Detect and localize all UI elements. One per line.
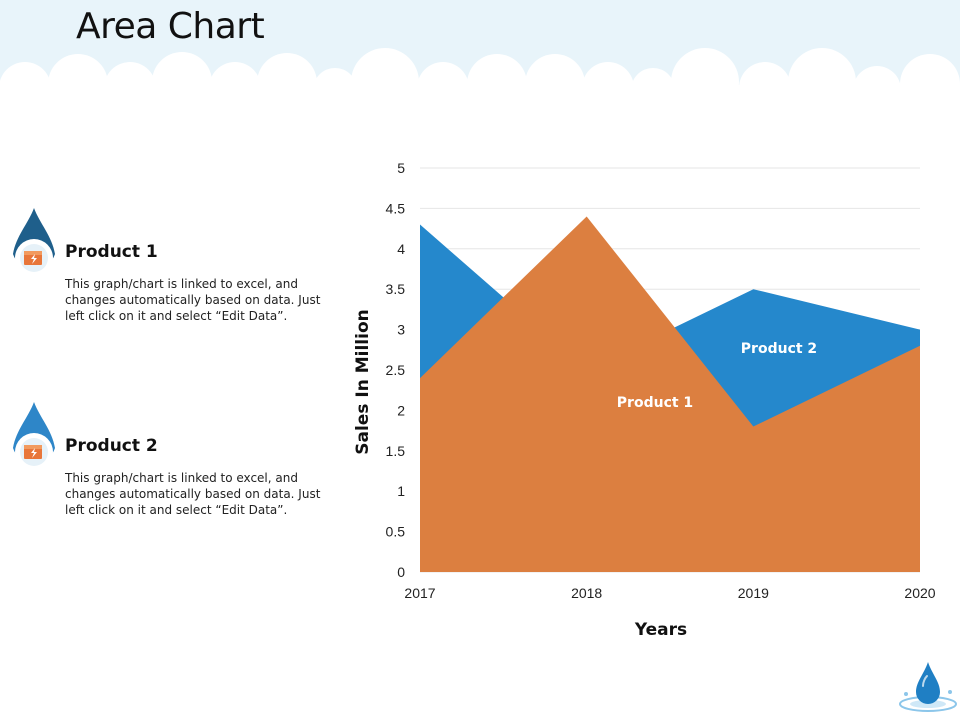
y-tick-label: 4.5 xyxy=(386,200,406,216)
legend-title: Product 1 xyxy=(65,242,158,262)
x-tick-label: 2019 xyxy=(738,585,769,601)
legend-description: This graph/chart is linked to excel, and… xyxy=(65,277,321,323)
header-cloud-band xyxy=(0,0,960,110)
water-drop-icon xyxy=(13,402,55,471)
y-tick-label: 3.5 xyxy=(386,281,406,297)
y-axis-ticks: 0 0.5 1 1.5 2 2.5 3 3.5 4 4.5 5 xyxy=(386,160,406,580)
y-tick-label: 3 xyxy=(397,322,405,338)
area-product-1[interactable] xyxy=(420,216,920,573)
x-axis-title: Years xyxy=(634,620,687,640)
y-tick-label: 4 xyxy=(397,241,405,257)
x-tick-label: 2017 xyxy=(404,585,435,601)
y-tick-label: 2 xyxy=(397,402,405,418)
y-tick-label: 0 xyxy=(397,564,405,580)
series-label-product-1: Product 1 xyxy=(617,395,693,411)
area-series xyxy=(420,216,920,573)
y-tick-label: 1.5 xyxy=(386,443,406,459)
y-tick-label: 1 xyxy=(397,483,405,499)
box-icon xyxy=(24,445,42,459)
page-title: Area Chart xyxy=(76,6,265,47)
y-axis-title: Sales In Million xyxy=(353,309,373,454)
water-splash-icon xyxy=(899,662,957,712)
y-tick-label: 0.5 xyxy=(386,524,406,540)
series-label-product-2: Product 2 xyxy=(741,341,817,357)
legend-title: Product 2 xyxy=(65,436,158,456)
box-icon xyxy=(24,251,42,265)
y-tick-label: 5 xyxy=(397,160,405,176)
x-tick-label: 2020 xyxy=(904,585,935,601)
x-axis-ticks: 2017 2018 2019 2020 xyxy=(404,585,935,601)
legend-description: This graph/chart is linked to excel, and… xyxy=(65,471,321,517)
y-tick-label: 2.5 xyxy=(386,362,406,378)
x-tick-label: 2018 xyxy=(571,585,602,601)
water-drop-icon xyxy=(13,208,55,277)
